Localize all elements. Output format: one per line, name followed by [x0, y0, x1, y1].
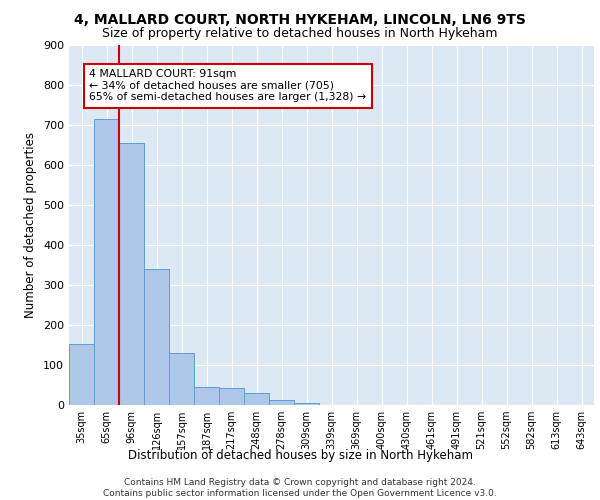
- Text: 4, MALLARD COURT, NORTH HYKEHAM, LINCOLN, LN6 9TS: 4, MALLARD COURT, NORTH HYKEHAM, LINCOLN…: [74, 12, 526, 26]
- Bar: [169, 353, 194, 405]
- Bar: [219, 388, 244, 405]
- Y-axis label: Number of detached properties: Number of detached properties: [25, 132, 37, 318]
- Text: Size of property relative to detached houses in North Hykeham: Size of property relative to detached ho…: [102, 28, 498, 40]
- Bar: [244, 393, 269, 405]
- Text: Distribution of detached houses by size in North Hykeham: Distribution of detached houses by size …: [128, 450, 473, 462]
- Bar: [269, 400, 294, 405]
- Text: 4 MALLARD COURT: 91sqm
← 34% of detached houses are smaller (705)
65% of semi-de: 4 MALLARD COURT: 91sqm ← 34% of detached…: [89, 69, 366, 102]
- Text: Contains HM Land Registry data © Crown copyright and database right 2024.
Contai: Contains HM Land Registry data © Crown c…: [103, 478, 497, 498]
- Bar: [94, 120, 119, 405]
- Bar: [294, 403, 319, 405]
- Bar: [194, 388, 219, 405]
- Bar: [69, 344, 94, 405]
- Bar: [119, 143, 144, 405]
- Bar: [144, 269, 169, 405]
